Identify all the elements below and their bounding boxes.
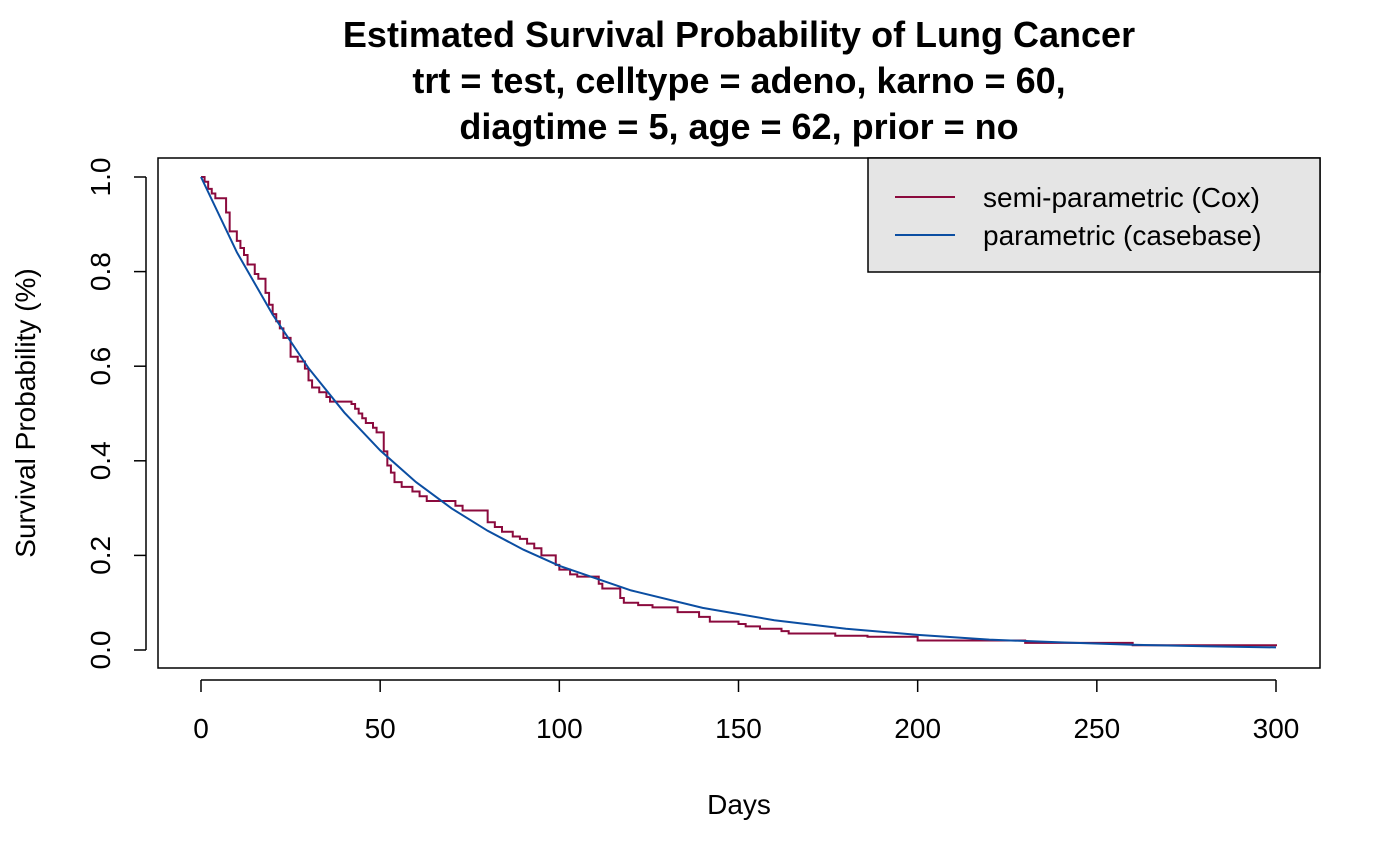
- y-tick-label: 0.6: [85, 347, 116, 386]
- series-layer: [200, 176, 1277, 649]
- y-tick-label: 0.0: [85, 631, 116, 670]
- x-tick-label: 250: [1073, 713, 1120, 744]
- y-axis-label: Survival Probability (%): [10, 268, 41, 557]
- casebase-survival-curve: [200, 176, 1277, 649]
- x-axis: 0 50 100 150 200 250 300: [193, 679, 1300, 744]
- x-tick-label: 0: [193, 713, 209, 744]
- y-tick-label: 0.2: [85, 536, 116, 575]
- legend-box: [867, 157, 1321, 273]
- x-tick-label: 200: [894, 713, 941, 744]
- plot-frame: [157, 157, 1321, 669]
- x-tick-label: 100: [536, 713, 583, 744]
- chart-subtitle-line-1: trt = test, celltype = adeno, karno = 60…: [412, 60, 1066, 101]
- chart-subtitle-line-2: diagtime = 5, age = 62, prior = no: [459, 106, 1019, 147]
- x-tick-label: 300: [1253, 713, 1300, 744]
- chart-title: Estimated Survival Probability of Lung C…: [342, 14, 1136, 55]
- legend-label: semi-parametric (Cox): [983, 182, 1260, 213]
- y-axis: 0.0 0.2 0.4 0.6 0.8 1.0: [85, 158, 147, 670]
- x-tick-label: 50: [365, 713, 396, 744]
- cox-survival-curve: [201, 176, 1277, 647]
- x-axis-label: Days: [707, 789, 771, 820]
- y-tick-label: 0.4: [85, 441, 116, 480]
- y-tick-label: 1.0: [85, 158, 116, 197]
- legend-label: parametric (casebase): [983, 220, 1262, 251]
- legend: semi-parametric (Cox) parametric (casebas…: [867, 157, 1321, 273]
- y-tick-label: 0.8: [85, 252, 116, 291]
- chart-title-block: Estimated Survival Probability of Lung C…: [158, 12, 1320, 150]
- x-tick-label: 150: [715, 713, 762, 744]
